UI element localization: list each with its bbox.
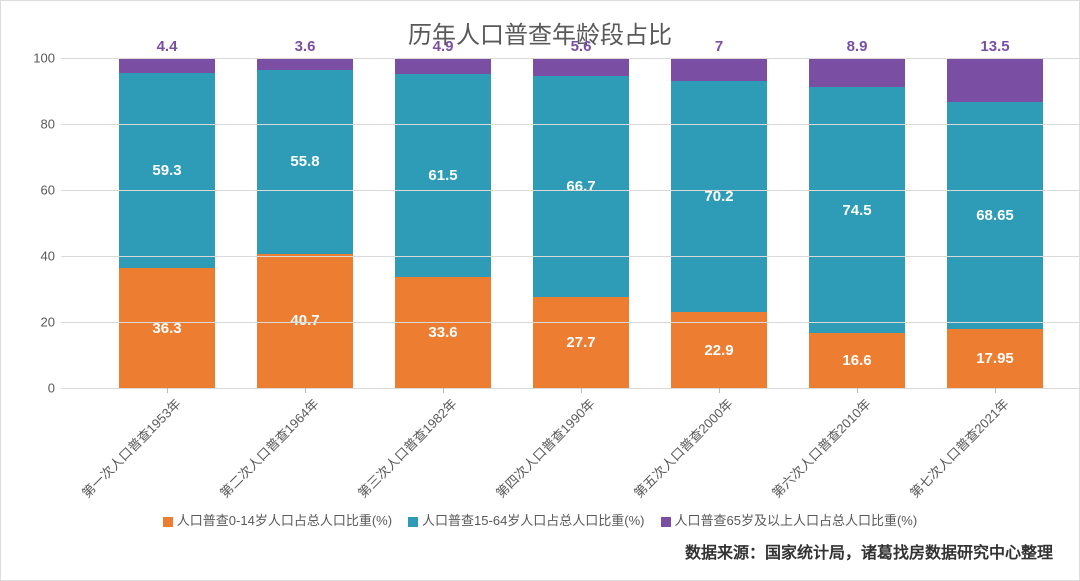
- x-axis-labels: 第一次人口普查1953年第二次人口普查1964年第三次人口普查1982年第四次人…: [61, 388, 1080, 518]
- bar-value-label: 16.6: [842, 352, 871, 369]
- bar-value-label: 66.7: [566, 178, 595, 195]
- bar-segment: 59.3: [119, 73, 215, 269]
- y-tick-label: 80: [41, 117, 55, 132]
- bar-segment: 3.6: [257, 58, 353, 70]
- bar-segment: 8.9: [809, 58, 905, 87]
- bar-group: 27.7 66.7 5.6: [533, 58, 629, 388]
- bar-segment: 61.5: [395, 74, 491, 277]
- y-tick-label: 60: [41, 183, 55, 198]
- x-category-label: 第五次人口普查2000年: [629, 394, 736, 501]
- bar-value-label: 61.5: [428, 167, 457, 184]
- bar-value-label: 55.8: [290, 153, 319, 170]
- x-category-label: 第二次人口普查1964年: [215, 394, 322, 501]
- bar-value-label: 8.9: [847, 38, 868, 55]
- data-source: 数据来源：国家统计局，诸葛找房数据研究中心整理: [21, 539, 1059, 563]
- y-tick-label: 0: [48, 381, 55, 396]
- bar-value-label: 33.6: [428, 324, 457, 341]
- bar-value-label: 59.3: [152, 162, 181, 179]
- bar-segment: 27.7: [533, 297, 629, 388]
- bar-value-label: 5.6: [571, 38, 592, 55]
- legend-swatch: [408, 517, 418, 527]
- bar-segment: 17.95: [947, 329, 1043, 388]
- bar-segment: 55.8: [257, 70, 353, 254]
- bar-value-label: 4.4: [157, 38, 178, 55]
- bar-segment: 4.4: [119, 58, 215, 73]
- x-category-label: 第三次人口普查1982年: [353, 394, 460, 501]
- x-tick-mark: [719, 388, 720, 393]
- x-category-label: 第七次人口普查2021年: [905, 394, 1012, 501]
- bar-value-label: 17.95: [976, 350, 1014, 367]
- bar-group: 33.6 61.5 4.9: [395, 58, 491, 388]
- y-tick-label: 40: [41, 249, 55, 264]
- bar-group: 36.3 59.3 4.4: [119, 58, 215, 388]
- grid-line: [61, 58, 1080, 59]
- grid-line: [61, 124, 1080, 125]
- bar-value-label: 74.5: [842, 202, 871, 219]
- x-tick-mark: [305, 388, 306, 393]
- grid-line: [61, 322, 1080, 323]
- source-prefix: 数据来源：: [685, 545, 765, 562]
- bar-group: 16.6 74.5 8.9: [809, 58, 905, 388]
- bar-value-label: 68.65: [976, 207, 1014, 224]
- bar-value-label: 27.7: [566, 334, 595, 351]
- bar-segment: 22.9: [671, 312, 767, 388]
- x-tick-mark: [995, 388, 996, 393]
- bar-value-label: 3.6: [295, 38, 316, 55]
- bar-value-label: 13.5: [980, 38, 1009, 55]
- grid-line: [61, 256, 1080, 257]
- y-axis: 020406080100: [21, 58, 61, 388]
- grid-line: [61, 190, 1080, 191]
- bar-group: 17.95 68.65 13.5: [947, 58, 1043, 388]
- y-tick-label: 100: [33, 51, 55, 66]
- y-tick-label: 20: [41, 315, 55, 330]
- bar-value-label: 22.9: [704, 342, 733, 359]
- x-tick-mark: [857, 388, 858, 393]
- x-tick-mark: [581, 388, 582, 393]
- bar-segment: 66.7: [533, 76, 629, 296]
- bar-segment: 36.3: [119, 268, 215, 388]
- bar-group: 40.7 55.8 3.6: [257, 58, 353, 388]
- x-category-label: 第六次人口普查2010年: [767, 394, 874, 501]
- bar-value-label: 40.7: [290, 312, 319, 329]
- bar-segment: 7: [671, 58, 767, 81]
- bar-segment: 70.2: [671, 81, 767, 313]
- x-tick-mark: [443, 388, 444, 393]
- x-tick-mark: [167, 388, 168, 393]
- bar-segment: 68.65: [947, 102, 1043, 329]
- bar-segment: 4.9: [395, 58, 491, 74]
- bar-segment: 33.6: [395, 277, 491, 388]
- x-category-label: 第四次人口普查1990年: [491, 394, 598, 501]
- bar-segment: 13.5: [947, 58, 1043, 103]
- plot-area: 020406080100 36.359.34.440.755.83.633.66…: [61, 58, 1080, 388]
- bar-segment: 5.6: [533, 58, 629, 76]
- bar-value-label: 4.9: [433, 38, 454, 55]
- chart-container: 历年人口普查年龄段占比 020406080100 36.359.34.440.7…: [0, 0, 1080, 581]
- legend-swatch: [661, 517, 671, 527]
- legend-swatch: [163, 517, 173, 527]
- source-text: 国家统计局，诸葛找房数据研究中心整理: [765, 545, 1053, 562]
- x-category-label: 第一次人口普查1953年: [77, 394, 184, 501]
- bars-layer: 36.3 59.3 4.4 40.7 55.8 3.6 33.6 61.5 4.9 27.7 66.…: [61, 58, 1080, 388]
- bar-value-label: 7: [715, 38, 723, 55]
- bar-group: 22.9 70.27: [671, 58, 767, 388]
- bar-segment: 16.6: [809, 333, 905, 388]
- bar-segment: 40.7: [257, 254, 353, 388]
